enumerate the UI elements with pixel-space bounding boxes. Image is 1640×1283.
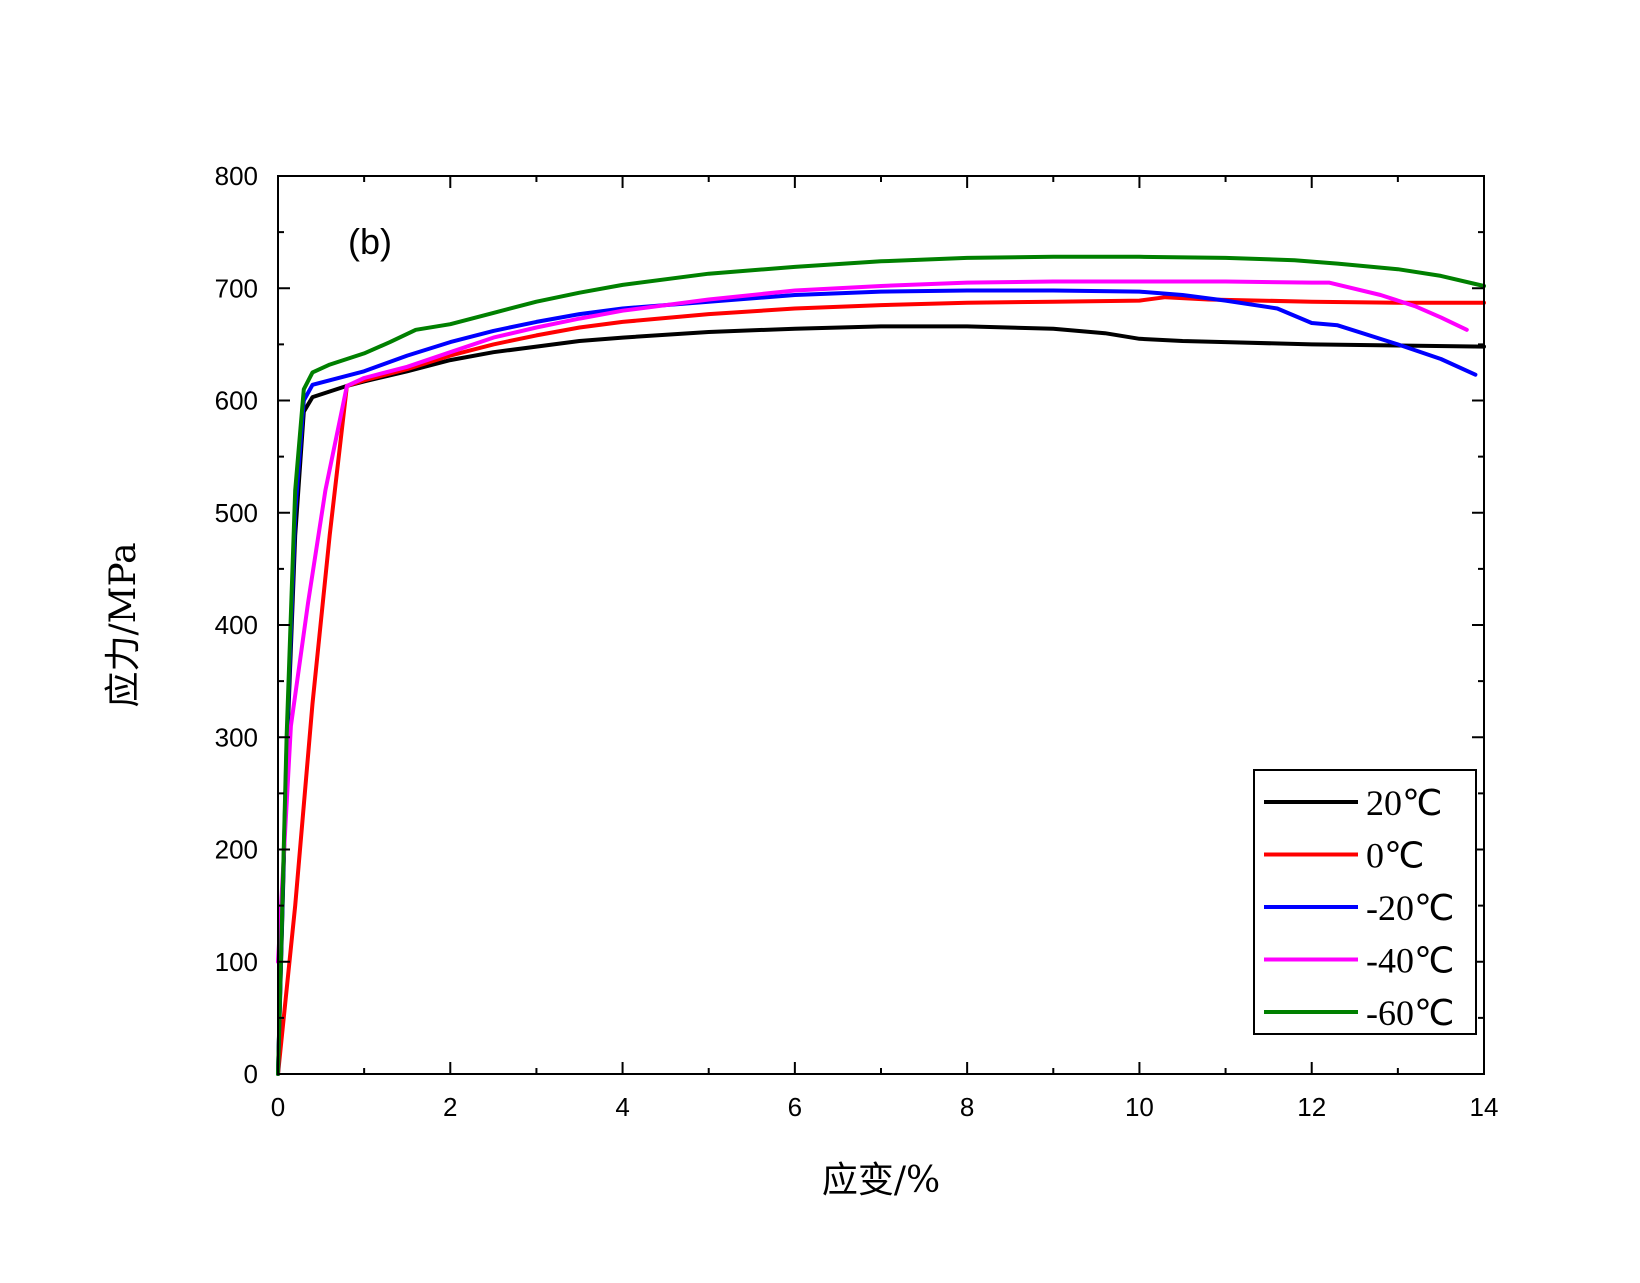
x-tick-label: 14 (1470, 1092, 1499, 1122)
legend-label: -60℃ (1366, 993, 1454, 1033)
legend-label: 0℃ (1366, 836, 1424, 876)
y-tick-label: 200 (215, 835, 258, 865)
series-layer (276, 254, 1486, 1076)
x-axis-title: 应变/% (822, 1160, 940, 1201)
x-tick-label: 2 (443, 1092, 457, 1122)
ticks-layer: 0 2 4 6 8 10 12 14 0 100 200 300 400 500 600 700 800 (215, 161, 1499, 1122)
series-line (276, 295, 1486, 1076)
y-tick-label: 300 (215, 722, 258, 752)
legend-label: -40℃ (1366, 941, 1454, 981)
x-tick-label: 10 (1125, 1092, 1154, 1122)
x-tick-label: 12 (1297, 1092, 1326, 1122)
y-tick-label: 700 (215, 273, 258, 303)
y-tick-label: 600 (215, 386, 258, 416)
y-tick-label: 0 (244, 1059, 258, 1089)
panel-label: (b) (348, 221, 392, 262)
y-axis-title: 应力/MPa (103, 542, 144, 707)
legend-label: -20℃ (1366, 888, 1454, 928)
series-line (276, 254, 1486, 1076)
x-tick-label: 0 (271, 1092, 285, 1122)
series-line (276, 324, 1486, 1076)
legend: 20℃ 0℃ -20℃ -40℃ -60℃ (1253, 769, 1477, 1035)
series-line (276, 279, 1469, 964)
y-tick-label: 400 (215, 610, 258, 640)
x-tick-label: 6 (788, 1092, 802, 1122)
x-tick-label: 8 (960, 1092, 974, 1122)
y-tick-label: 500 (215, 498, 258, 528)
legend-label: 20℃ (1366, 783, 1442, 823)
y-tick-label: 800 (215, 161, 258, 191)
x-tick-label: 4 (615, 1092, 629, 1122)
legend-box (1253, 769, 1477, 1035)
series-line (276, 288, 1478, 1076)
y-tick-label: 100 (215, 947, 258, 977)
